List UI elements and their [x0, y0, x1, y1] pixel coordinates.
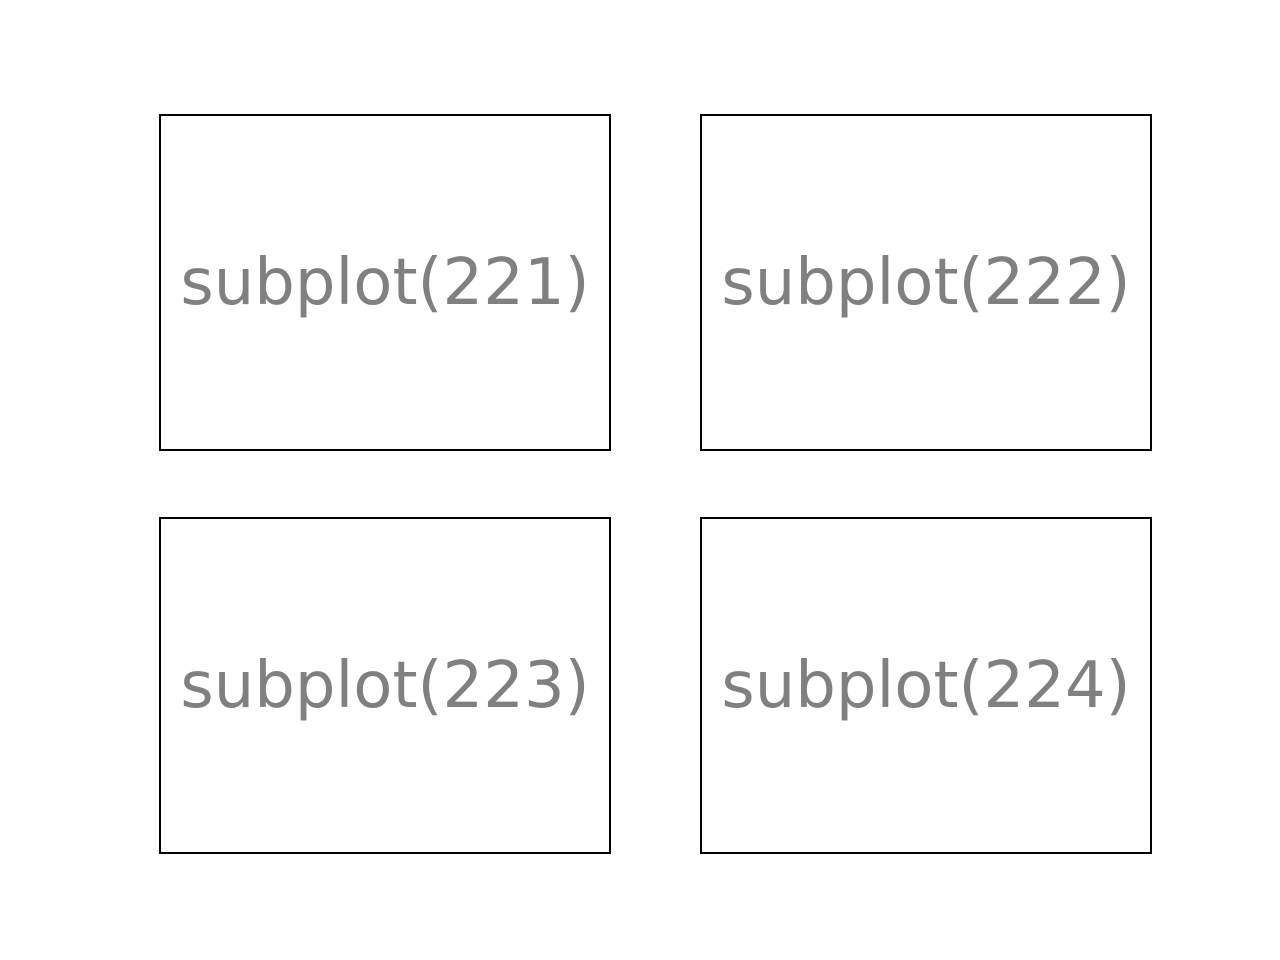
- subplot-panel-223: subplot(223): [159, 517, 611, 854]
- subplot-panel-224: subplot(224): [700, 517, 1152, 854]
- subplot-label-224: subplot(224): [721, 648, 1131, 723]
- subplot-panel-222: subplot(222): [700, 114, 1152, 451]
- subplot-label-221: subplot(221): [180, 245, 590, 320]
- subplot-label-223: subplot(223): [180, 648, 590, 723]
- subplot-panel-221: subplot(221): [159, 114, 611, 451]
- subplot-label-222: subplot(222): [721, 245, 1131, 320]
